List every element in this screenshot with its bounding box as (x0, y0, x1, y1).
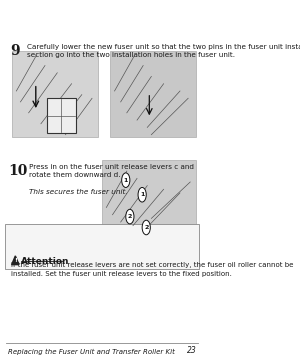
Text: 2: 2 (128, 214, 132, 219)
Text: This secures the fuser unit.: This secures the fuser unit. (28, 189, 127, 194)
Circle shape (142, 220, 150, 235)
Text: 9: 9 (10, 44, 20, 58)
Text: Carefully lower the new fuser unit so that the two pins in the fuser unit instal: Carefully lower the new fuser unit so th… (27, 44, 300, 58)
Text: 1: 1 (124, 178, 128, 183)
Text: !: ! (14, 258, 17, 263)
Circle shape (122, 173, 130, 187)
Text: Press in on the fuser unit release levers c and
rotate them downward d.: Press in on the fuser unit release lever… (28, 164, 194, 178)
Text: 23: 23 (187, 346, 196, 355)
FancyBboxPatch shape (47, 98, 76, 133)
Polygon shape (12, 256, 19, 265)
Circle shape (138, 187, 146, 202)
Text: Replacing the Fuser Unit and Transfer Roller Kit: Replacing the Fuser Unit and Transfer Ro… (8, 349, 175, 355)
Text: 2: 2 (144, 225, 148, 230)
FancyBboxPatch shape (12, 51, 98, 136)
Circle shape (126, 209, 134, 224)
Text: If the fuser unit release levers are not set correctly, the fuser oil roller can: If the fuser unit release levers are not… (11, 262, 294, 277)
Text: 1: 1 (140, 192, 144, 197)
Text: Attention: Attention (21, 257, 69, 266)
FancyBboxPatch shape (102, 160, 196, 231)
FancyBboxPatch shape (110, 51, 196, 136)
FancyBboxPatch shape (5, 224, 200, 269)
Text: 10: 10 (8, 164, 28, 178)
